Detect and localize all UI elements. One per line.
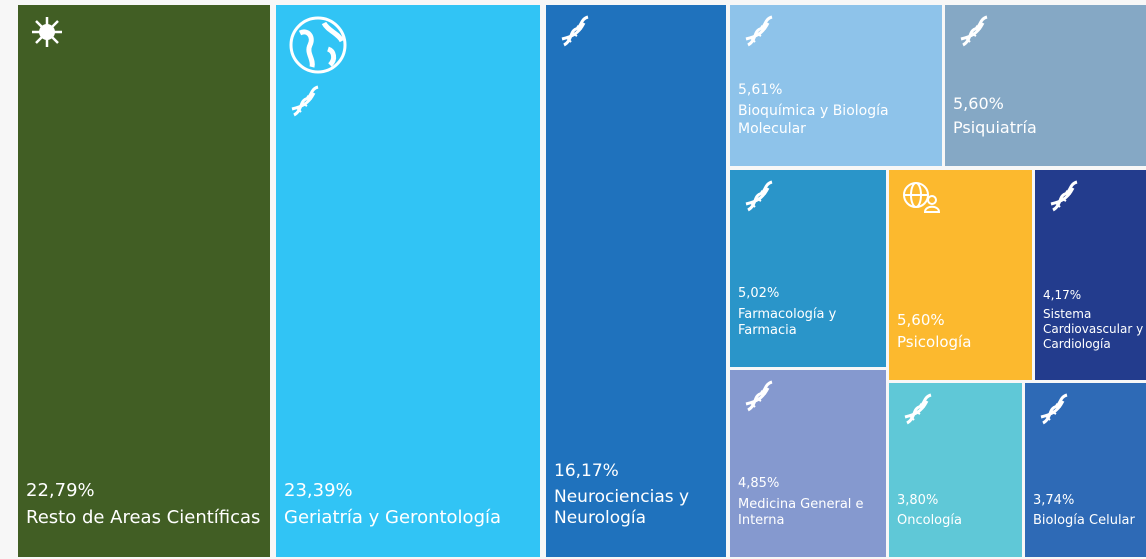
tile: 23,39% Geriatría y Gerontología <box>276 5 540 557</box>
value-label: 23,39% <box>284 480 353 501</box>
category-label: Resto de Areas Científicas <box>26 506 261 528</box>
tile: 4,17% Sistema Cardiovascular y Cardiologí… <box>1035 170 1146 380</box>
tile: 5,60% Psiquiatría <box>945 5 1146 166</box>
tile-label: 5,60% Psicología <box>897 307 1030 353</box>
icon <box>901 180 941 218</box>
value-label: 5,02% <box>738 286 780 302</box>
icon <box>558 15 592 53</box>
tile-label: 23,39% Geriatría y Gerontología <box>284 476 538 529</box>
icon <box>742 380 776 418</box>
value-label: 4,17% <box>1043 288 1082 302</box>
category-label: Oncología <box>897 512 962 528</box>
category-label: Neurociencias y Neurología <box>554 486 690 528</box>
icon <box>30 15 64 53</box>
category-label: Geriatría y Gerontología <box>284 506 502 528</box>
tile-label: 5,60% Psiquiatría <box>953 90 1144 138</box>
value-label: 16,17% <box>554 461 619 482</box>
icon <box>288 15 352 129</box>
tile: 5,02% Farmacología y Farmacia <box>730 170 886 367</box>
icon <box>957 15 991 53</box>
tile-label: 16,17% Neurociencias y Neurología <box>554 457 724 529</box>
value-label: 3,80% <box>897 492 939 508</box>
tile: 5,60% Psicología <box>889 170 1032 380</box>
tile: 3,74% Biología Celular <box>1025 383 1146 557</box>
tile: 3,80% Oncología <box>889 383 1022 557</box>
category-label: Psicología <box>897 333 972 352</box>
value-label: 5,60% <box>953 94 1004 113</box>
category-label: Biología Celular <box>1033 512 1135 528</box>
tile-label: 4,17% Sistema Cardiovascular y Cardiologí… <box>1043 284 1144 352</box>
tile-label: 4,85% Medicina General e Interna <box>738 472 884 529</box>
icon <box>742 15 776 53</box>
tile-label: 5,61% Bioquímica y Biología Molecular <box>738 78 940 139</box>
tile-label: 5,02% Farmacología y Farmacia <box>738 282 884 339</box>
icon <box>1047 180 1081 218</box>
tile: 22,79% Resto de Areas Científicas <box>18 5 270 557</box>
tile-label: 3,80% Oncología <box>897 489 1020 530</box>
icon <box>742 180 776 218</box>
category-label: Psiquiatría <box>953 118 1037 137</box>
value-label: 5,60% <box>897 310 945 329</box>
category-label: Farmacología y Farmacia <box>738 306 837 338</box>
tile-label: 22,79% Resto de Areas Científicas <box>26 476 268 529</box>
tile: 16,17% Neurociencias y Neurología <box>546 5 726 557</box>
tile: 5,61% Bioquímica y Biología Molecular <box>730 5 942 166</box>
value-label: 5,61% <box>738 81 783 98</box>
category-label: Bioquímica y Biología Molecular <box>738 103 889 137</box>
category-label: Medicina General e Interna <box>738 496 864 528</box>
tile-label: 3,74% Biología Celular <box>1033 489 1144 530</box>
value-label: 4,85% <box>738 476 780 492</box>
value-label: 3,74% <box>1033 492 1075 508</box>
icon <box>901 393 935 431</box>
icon <box>1037 393 1071 431</box>
category-label: Sistema Cardiovascular y Cardiología <box>1043 307 1144 351</box>
tile: 4,85% Medicina General e Interna <box>730 370 886 557</box>
value-label: 22,79% <box>26 480 95 501</box>
